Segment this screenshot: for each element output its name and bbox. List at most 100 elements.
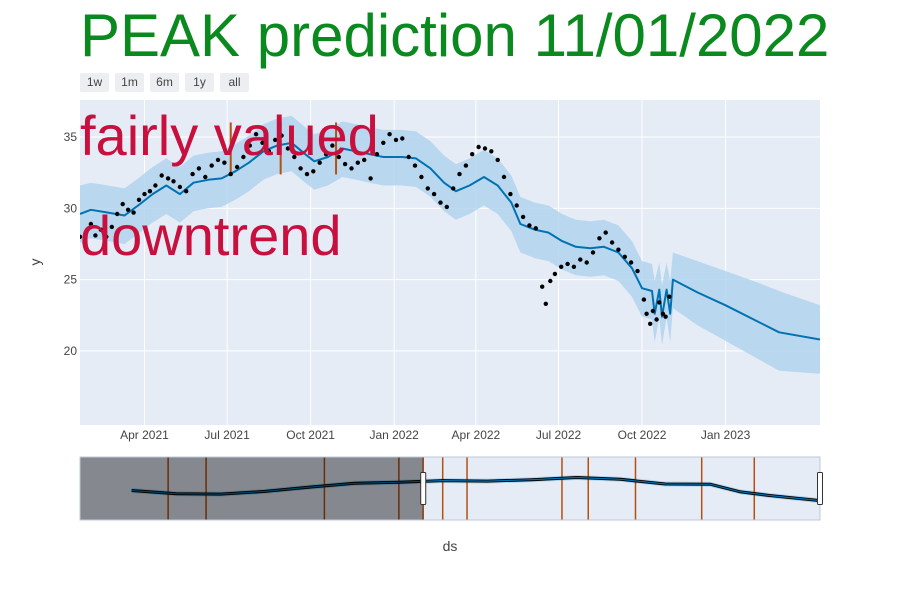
actual-point xyxy=(215,157,221,163)
actual-point xyxy=(603,230,608,235)
actual-point xyxy=(578,257,583,262)
actual-point xyxy=(228,171,233,177)
y-tick-label: 25 xyxy=(64,273,78,287)
annotation-fairly-valued: fairly valued xyxy=(80,104,379,167)
actual-point xyxy=(431,191,437,197)
actual-point xyxy=(571,264,577,269)
actual-point xyxy=(279,133,284,138)
actual-point xyxy=(457,171,462,177)
actual-point xyxy=(368,176,373,181)
actual-point xyxy=(489,149,494,154)
actual-point xyxy=(355,160,360,165)
actual-point xyxy=(177,184,183,190)
range-button-1y[interactable]: 1y xyxy=(185,73,214,92)
range-slider-forecast-trace xyxy=(131,476,821,502)
range-button-all[interactable]: all xyxy=(220,73,249,92)
actual-point xyxy=(548,278,553,284)
actual-point xyxy=(628,260,634,265)
actual-point xyxy=(514,203,519,208)
x-tick-label: Oct 2021 xyxy=(286,428,335,442)
actual-point xyxy=(609,240,615,245)
x-tick-label: Apr 2021 xyxy=(120,428,169,442)
actual-point xyxy=(584,260,589,265)
actual-point xyxy=(663,314,668,319)
actual-point xyxy=(120,201,125,207)
actual-point xyxy=(80,234,83,239)
actual-point xyxy=(400,136,405,141)
actual-point xyxy=(104,234,109,239)
actual-point xyxy=(171,179,176,184)
actual-point xyxy=(115,211,120,217)
actual-point xyxy=(543,301,548,306)
actual-point xyxy=(590,250,596,255)
actual-point xyxy=(196,166,202,171)
actual-point xyxy=(323,152,329,157)
x-tick-label: Jul 2021 xyxy=(204,428,250,442)
y-tick-label: 30 xyxy=(64,201,78,215)
actual-point xyxy=(622,254,627,259)
actual-point xyxy=(559,264,564,269)
actual-point xyxy=(438,200,443,205)
actual-point xyxy=(667,294,672,299)
actual-point xyxy=(98,227,104,232)
x-tick-label: Oct 2022 xyxy=(618,428,667,442)
actual-point xyxy=(533,226,538,231)
actual-point xyxy=(222,160,227,165)
actual-point xyxy=(552,271,558,277)
x-tick-label: Jan 2023 xyxy=(701,428,751,442)
actual-point xyxy=(374,152,380,157)
actual-point xyxy=(93,233,98,238)
range-slider-mask xyxy=(80,457,424,520)
range-slider-left-handle[interactable] xyxy=(420,472,427,505)
actual-point xyxy=(470,152,475,157)
actual-point xyxy=(540,284,545,289)
actual-point xyxy=(241,154,246,160)
actual-point xyxy=(501,174,507,180)
actual-point xyxy=(147,189,153,194)
actual-point xyxy=(393,137,399,143)
actual-point xyxy=(266,149,272,154)
actual-point xyxy=(184,189,189,194)
actual-point xyxy=(82,240,87,245)
actual-point xyxy=(565,261,570,267)
actual-point xyxy=(125,207,131,212)
x-tick-label: Jan 2022 xyxy=(369,428,419,442)
x-tick-label: Jul 2022 xyxy=(536,428,582,442)
actual-point xyxy=(317,160,322,165)
range-button-1w[interactable]: 1w xyxy=(80,73,109,92)
actual-point xyxy=(660,311,666,316)
actual-point xyxy=(406,154,411,160)
actual-point xyxy=(253,132,259,137)
forecast-line xyxy=(80,141,820,341)
actual-point xyxy=(342,161,348,167)
actual-point xyxy=(131,210,136,215)
range-button-1m[interactable]: 1m xyxy=(115,73,144,92)
actual-point xyxy=(298,166,303,171)
actual-point xyxy=(159,173,164,178)
actual-point xyxy=(209,163,214,168)
actual-point xyxy=(463,163,469,168)
actual-point xyxy=(412,163,418,168)
actual-point xyxy=(520,214,526,220)
actual-point xyxy=(527,223,532,228)
x-tick-label: Apr 2022 xyxy=(452,428,501,442)
uncertainty-band xyxy=(80,115,820,374)
actual-point xyxy=(476,144,481,150)
actual-point xyxy=(444,204,449,210)
range-button-6m[interactable]: 6m xyxy=(150,73,179,92)
range-slider-right-handle[interactable] xyxy=(817,472,823,505)
actual-point xyxy=(657,300,662,305)
actual-point xyxy=(381,140,386,145)
actual-point xyxy=(234,164,240,170)
actual-point xyxy=(508,191,513,197)
actual-point xyxy=(330,143,335,148)
actual-point xyxy=(304,171,310,177)
actual-point xyxy=(153,183,158,188)
actual-point xyxy=(88,221,94,227)
actual-point xyxy=(247,143,252,148)
y-tick-label: 35 xyxy=(64,130,78,144)
actual-point xyxy=(641,297,647,302)
actual-point xyxy=(273,137,278,143)
actual-point xyxy=(616,247,621,252)
actual-point xyxy=(644,311,649,316)
